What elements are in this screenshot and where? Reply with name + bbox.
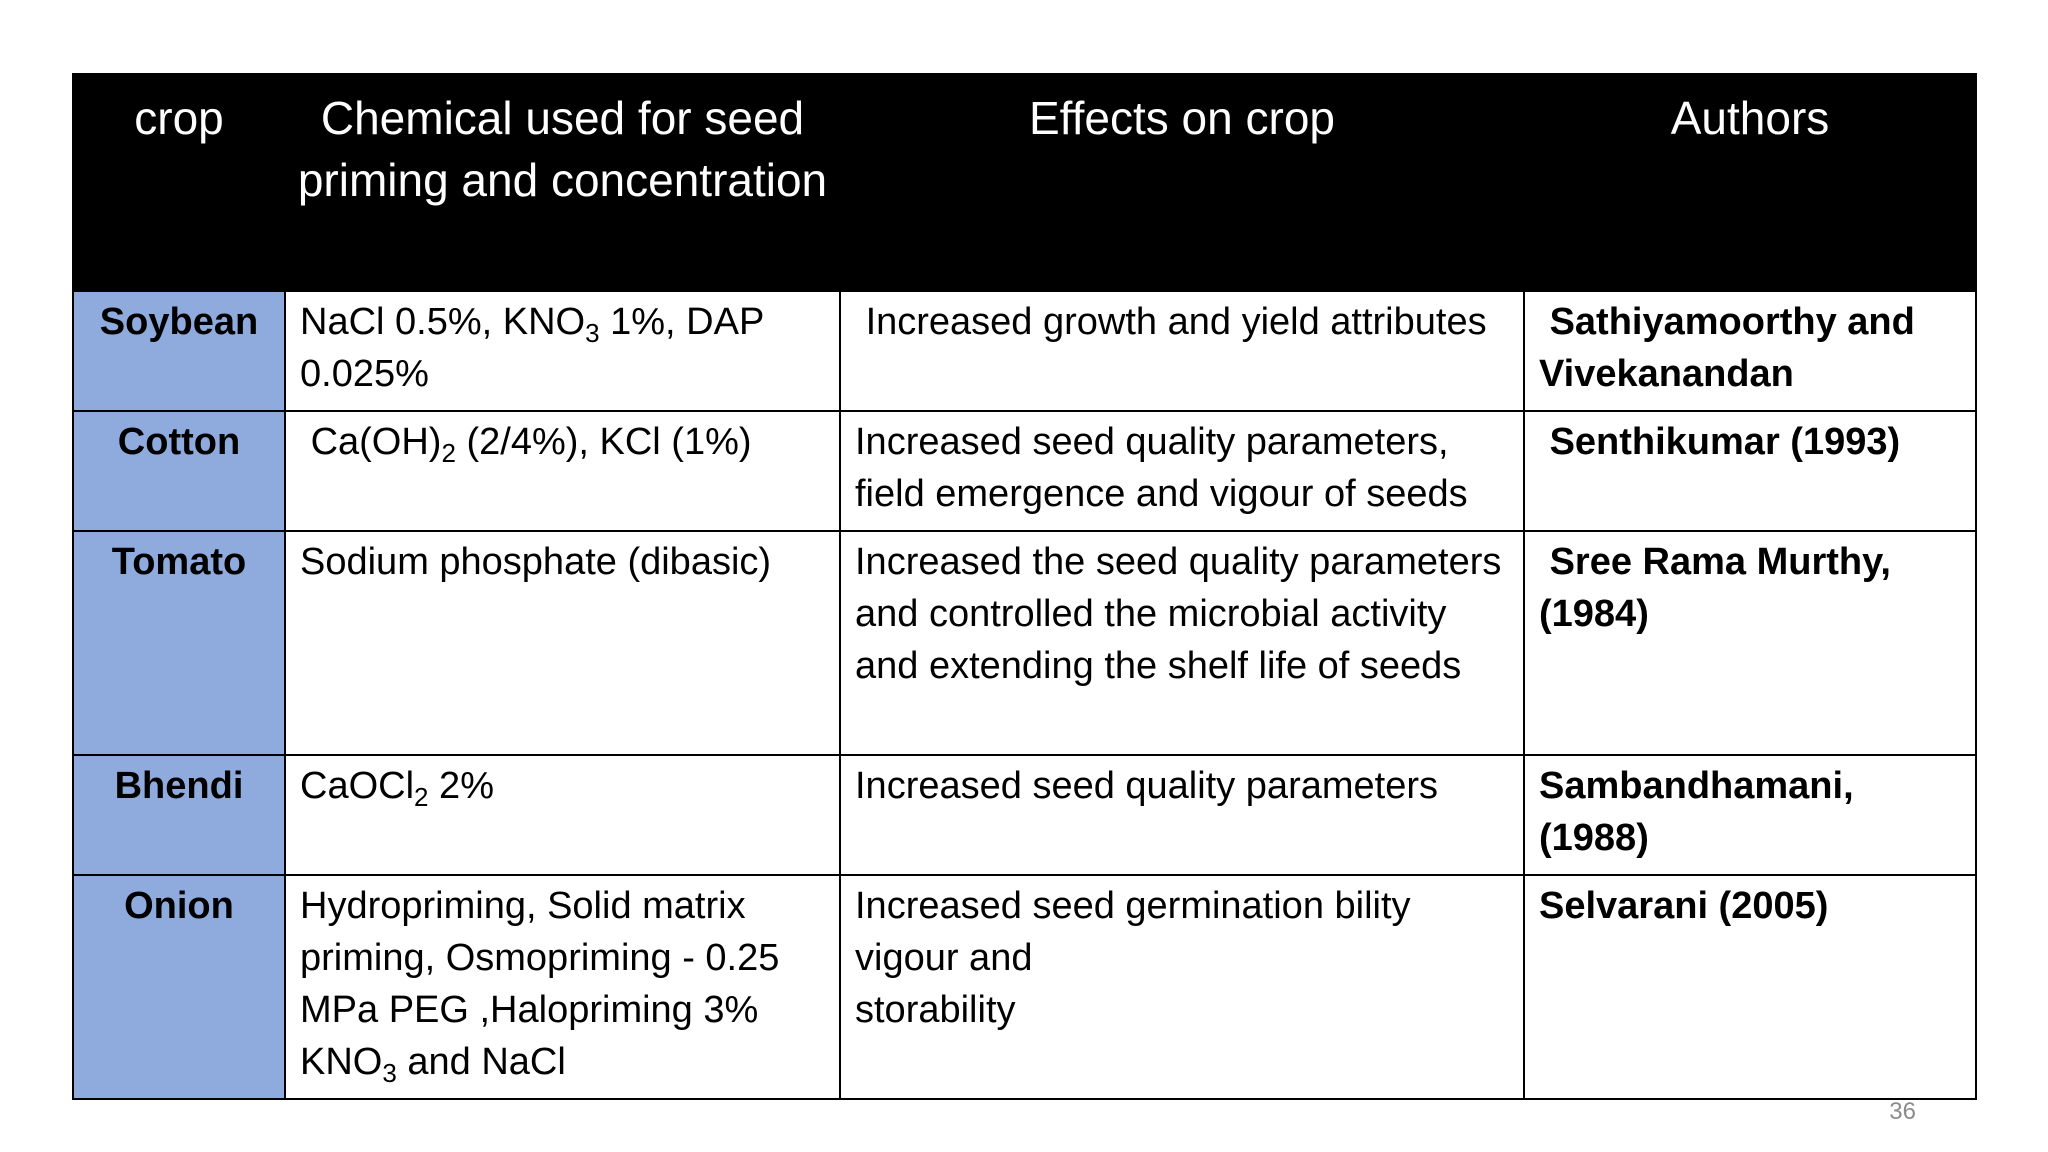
crop-cell: Soybean <box>72 290 286 412</box>
subscript: 3 <box>585 318 600 348</box>
effects-cell: Increased seed quality parameters, field… <box>839 410 1525 532</box>
authors-cell: Sree Rama Murthy, (1984) <box>1523 530 1977 756</box>
page-number: 36 <box>1889 1098 1916 1125</box>
chemical-cell: NaCl 0.5%, KNO3 1%, DAP 0.025% <box>284 290 841 412</box>
authors-text: Sathiyamoorthy and Vivekanandan <box>1539 301 1915 395</box>
chemical-text: 1%, DAP 0.025% <box>300 301 764 395</box>
authors-cell: Sambandhamani, (1988) <box>1523 754 1977 876</box>
effects-cell: Increased growth and yield attributes <box>839 290 1525 412</box>
subscript: 2 <box>441 438 456 468</box>
chemical-cell: Hydropriming, Solid matrix priming, Osmo… <box>284 874 841 1100</box>
subscript: 2 <box>414 782 429 812</box>
header-chemical: Chemical used for seed priming and conce… <box>284 73 841 292</box>
authors-cell: Senthikumar (1993) <box>1523 410 1977 532</box>
crop-cell: Bhendi <box>72 754 286 876</box>
crop-cell: Onion <box>72 874 286 1100</box>
header-authors: Authors <box>1523 73 1977 292</box>
chemical-text: Ca(OH) <box>310 421 442 463</box>
subscript: 3 <box>382 1058 397 1088</box>
chemical-text: Hydropriming, Solid matrix priming, Osmo… <box>300 885 780 1083</box>
seed-priming-table: crop Chemical used for seed priming and … <box>72 73 1977 1100</box>
chemical-cell: CaOCl2 2% <box>284 754 841 876</box>
effects-text: storability <box>855 989 1016 1031</box>
authors-text: Senthikumar (1993) <box>1549 421 1901 463</box>
authors-cell: Selvarani (2005) <box>1523 874 1977 1100</box>
table-row: Tomato Sodium phosphate (dibasic) Increa… <box>72 530 1977 756</box>
effects-text: Increased seed germination bility vigour… <box>855 885 1411 979</box>
chemical-text: and NaCl <box>396 1041 566 1083</box>
authors-cell: Sathiyamoorthy and Vivekanandan <box>1523 290 1977 412</box>
table-row: Onion Hydropriming, Solid matrix priming… <box>72 874 1977 1100</box>
chemical-text: CaOCl <box>300 765 415 807</box>
table-row: Cotton Ca(OH)2 (2/4%), KCl (1%) Increase… <box>72 410 1977 532</box>
chemical-text: 2% <box>428 765 494 807</box>
effects-cell: Increased seed germination bility vigour… <box>839 874 1525 1100</box>
chemical-text: Sodium phosphate (dibasic) <box>300 541 772 583</box>
chemical-cell: Sodium phosphate (dibasic) <box>284 530 841 756</box>
authors-text: Sree Rama Murthy, (1984) <box>1539 541 1891 635</box>
crop-cell: Cotton <box>72 410 286 532</box>
chemical-text: NaCl 0.5%, KNO <box>300 301 586 343</box>
header-crop: crop <box>72 73 286 292</box>
crop-cell: Tomato <box>72 530 286 756</box>
effects-cell: Increased seed quality parameters <box>839 754 1525 876</box>
chemical-cell: Ca(OH)2 (2/4%), KCl (1%) <box>284 410 841 532</box>
header-effects: Effects on crop <box>839 73 1525 292</box>
table-row: Soybean NaCl 0.5%, KNO3 1%, DAP 0.025% I… <box>72 290 1977 412</box>
table-header-row: crop Chemical used for seed priming and … <box>72 73 1977 292</box>
chemical-text: (2/4%), KCl (1%) <box>455 421 752 463</box>
effects-text: Increased growth and yield attributes <box>865 301 1487 343</box>
table-row: Bhendi CaOCl2 2% Increased seed quality … <box>72 754 1977 876</box>
effects-cell: Increased the seed quality parameters an… <box>839 530 1525 756</box>
